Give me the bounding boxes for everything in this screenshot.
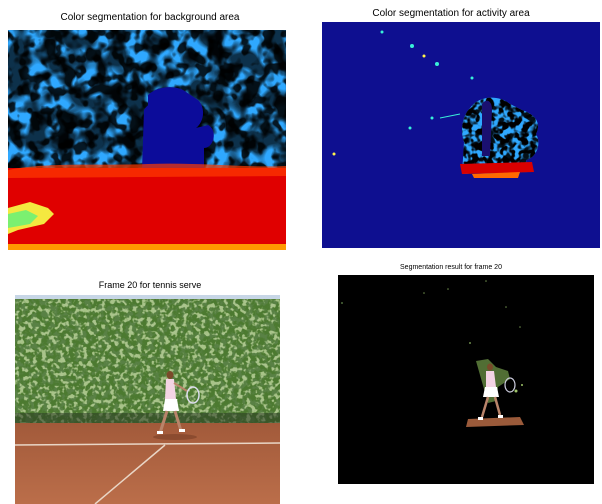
frame-20-photo — [15, 295, 280, 504]
panel-segmentation-result: Segmentation result for frame 20 — [300, 258, 602, 504]
caption-background-segmentation: Color segmentation for background area — [60, 12, 240, 23]
panel-activity-segmentation: Color segmentation for activity area — [300, 0, 602, 255]
background-segmentation-image — [8, 30, 286, 250]
activity-segmentation-image — [322, 22, 600, 248]
tennis-player — [157, 371, 200, 434]
caption-segmentation-result: Segmentation result for frame 20 — [400, 264, 502, 271]
segmentation-result-image — [338, 275, 594, 484]
panel-frame-20: Frame 20 for tennis serve — [0, 258, 300, 504]
segmented-player — [466, 359, 524, 427]
caption-activity-segmentation: Color segmentation for activity area — [372, 8, 530, 19]
caption-frame-20: Frame 20 for tennis serve — [98, 280, 202, 290]
panel-background-segmentation: Color segmentation for background area — [0, 0, 300, 255]
